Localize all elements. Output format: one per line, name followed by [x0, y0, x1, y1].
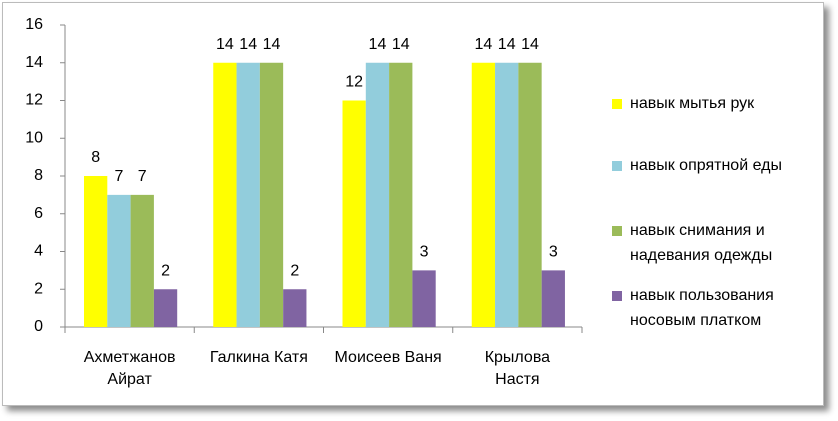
y-tick-label: 0: [34, 318, 43, 335]
data-label: 14: [498, 36, 516, 53]
y-tick-label: 16: [25, 16, 43, 33]
bar: [213, 62, 237, 327]
x-tick-label: Моисеев Ваня: [334, 349, 442, 366]
data-label: 12: [345, 74, 363, 91]
data-label: 2: [161, 262, 170, 279]
x-tick-label: Галкина Катя: [209, 349, 308, 366]
data-label: 3: [549, 244, 558, 261]
data-label: 7: [138, 168, 147, 185]
bar: [107, 194, 131, 327]
bar: [389, 62, 413, 327]
legend-swatch: [612, 161, 622, 171]
bar: [518, 62, 542, 327]
bar: [471, 62, 496, 327]
data-label: 8: [91, 149, 100, 166]
legend-label: навык пользования носовым платком: [630, 287, 774, 329]
data-label: 14: [475, 36, 493, 53]
y-tick-label: 14: [25, 54, 43, 71]
x-tick-label: Крылова Настя: [484, 349, 551, 388]
bar: [153, 289, 178, 327]
y-tick-label: 6: [34, 205, 43, 222]
data-label: 14: [239, 36, 257, 53]
data-label: 14: [521, 36, 539, 53]
bar: [342, 100, 366, 327]
y-tick-label: 10: [25, 129, 43, 146]
legend-label: навык мытья рук: [630, 95, 755, 112]
bar: [541, 270, 565, 327]
data-label: 14: [263, 36, 281, 53]
bar: [236, 62, 260, 327]
data-label: 7: [114, 168, 123, 185]
y-tick-label: 2: [34, 280, 43, 297]
y-tick-label: 4: [34, 243, 43, 260]
bar: [83, 176, 108, 327]
bar: [495, 62, 519, 327]
data-label: 14: [392, 36, 410, 53]
legend-label: навык опрятной еды: [630, 157, 782, 174]
bar: [259, 62, 284, 327]
bar: [283, 289, 307, 327]
legend-swatch: [612, 291, 622, 301]
bar: [130, 194, 154, 327]
legend-swatch: [612, 226, 622, 236]
legend-label: навык снимания и надевания одежды: [630, 222, 773, 264]
y-tick-label: 8: [34, 167, 43, 184]
x-tick-label: Ахметжанов Айрат: [83, 349, 176, 388]
data-label: 2: [290, 262, 299, 279]
data-label: 14: [216, 36, 234, 53]
data-label: 14: [369, 36, 387, 53]
y-tick-label: 12: [25, 92, 43, 109]
bar: [365, 62, 390, 327]
legend-swatch: [612, 99, 622, 109]
bar: [412, 270, 436, 327]
data-label: 3: [420, 244, 429, 261]
